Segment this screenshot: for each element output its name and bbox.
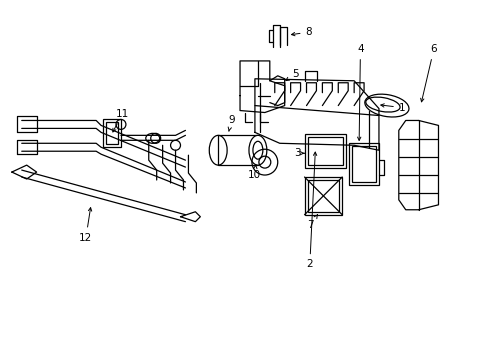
Text: 12: 12 xyxy=(79,208,92,243)
Bar xyxy=(304,177,342,215)
Text: 7: 7 xyxy=(307,215,317,230)
Text: 8: 8 xyxy=(291,27,311,37)
Bar xyxy=(351,146,375,182)
Text: 11: 11 xyxy=(113,108,129,132)
Bar xyxy=(218,135,257,165)
Bar xyxy=(348,143,378,185)
Bar xyxy=(304,134,346,168)
Text: 6: 6 xyxy=(420,44,436,102)
Bar xyxy=(307,137,343,165)
Ellipse shape xyxy=(248,135,266,165)
Bar xyxy=(103,120,121,147)
Text: 1: 1 xyxy=(380,103,405,113)
Text: 5: 5 xyxy=(285,69,299,81)
Text: 9: 9 xyxy=(228,116,234,131)
Text: 4: 4 xyxy=(356,44,363,140)
Text: 10: 10 xyxy=(247,165,261,180)
Text: 2: 2 xyxy=(306,152,316,269)
Bar xyxy=(307,180,339,212)
Ellipse shape xyxy=(252,141,263,159)
Text: 3: 3 xyxy=(294,148,304,158)
Ellipse shape xyxy=(209,135,226,165)
Ellipse shape xyxy=(145,133,160,143)
Bar xyxy=(106,122,118,144)
